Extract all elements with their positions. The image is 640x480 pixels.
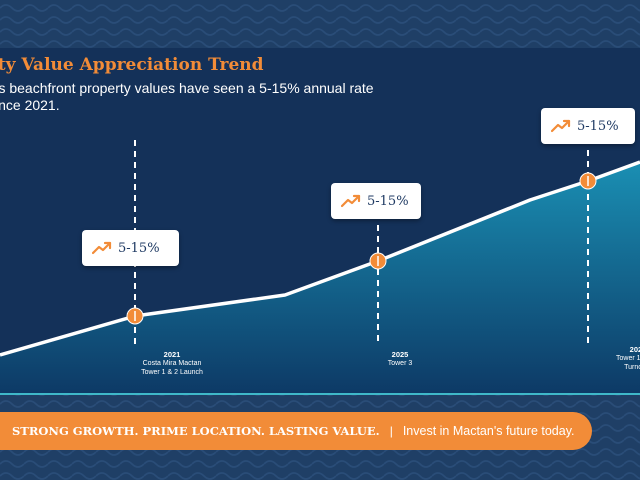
teal-divider xyxy=(0,393,640,395)
callout-value: 5-15% xyxy=(118,240,160,256)
banner-cta: Invest in Mactan's future today. xyxy=(402,424,575,438)
slide-subtitle: n's beachfront property values have seen… xyxy=(0,80,374,113)
trend-up-icon xyxy=(341,194,361,208)
callout-value: 5-15% xyxy=(367,193,409,209)
milestone-label-2025: 2025 Tower 3 xyxy=(360,350,440,368)
trend-up-icon xyxy=(92,241,112,255)
milestone-year: 2025 xyxy=(391,350,409,359)
appreciation-callout-2026: 5-15% xyxy=(541,108,635,144)
tagline-banner: STRONG GROWTH. PRIME LOCATION. LASTING V… xyxy=(0,412,592,450)
callout-value: 5-15% xyxy=(577,118,619,134)
milestone-year: 2021 xyxy=(163,350,181,359)
appreciation-trend-chart xyxy=(0,140,640,393)
milestone-text: Tower 1 and 2 Turnover xyxy=(616,355,640,371)
slide-title: erty Value Appreciation Trend xyxy=(0,55,264,75)
milestone-text: Tower 3 xyxy=(387,360,413,367)
banner-separator: | xyxy=(389,424,393,438)
milestone-marker-2021 xyxy=(126,307,144,325)
appreciation-callout-2025: 5-15% xyxy=(331,183,421,219)
appreciation-callout-2021: 5-15% xyxy=(82,230,179,266)
milestone-label-2021: 2021 Costa Mira Mactan Tower 1 & 2 Launc… xyxy=(112,350,232,377)
milestone-marker-2025 xyxy=(369,252,387,270)
trend-area xyxy=(0,162,640,393)
banner-tagline: STRONG GROWTH. PRIME LOCATION. LASTING V… xyxy=(12,424,380,438)
trend-up-icon xyxy=(551,119,571,133)
milestone-marker-2026 xyxy=(579,172,597,190)
milestone-label-2026: 2026 Tower 1 and 2 Turnover xyxy=(593,345,640,372)
milestone-year: 2026 xyxy=(629,345,640,354)
milestone-text: Costa Mira Mactan Tower 1 & 2 Launch xyxy=(141,360,203,376)
